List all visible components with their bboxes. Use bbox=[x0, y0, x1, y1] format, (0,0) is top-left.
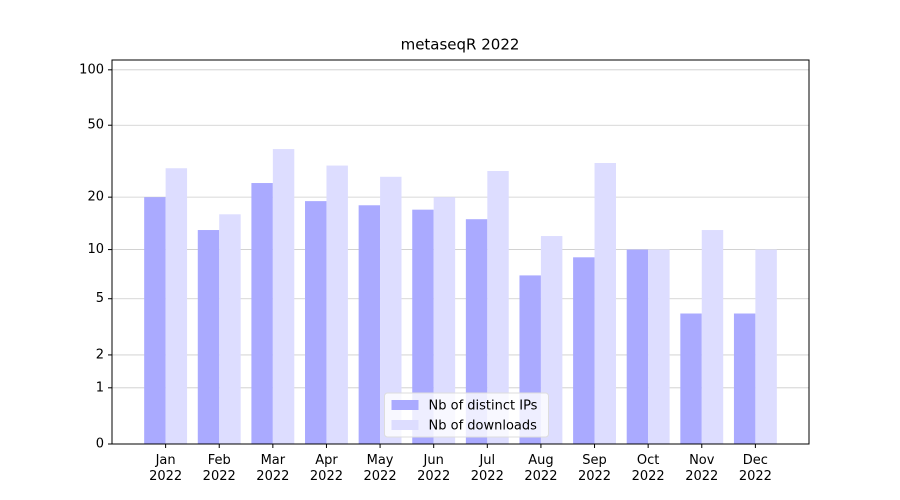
bar bbox=[573, 257, 595, 444]
legend-label: Nb of distinct IPs bbox=[429, 399, 538, 414]
bar bbox=[465, 219, 488, 444]
bar bbox=[540, 236, 563, 444]
x-tick-label: Jul 2022 bbox=[470, 453, 504, 484]
y-tick-label: 10 bbox=[87, 242, 104, 257]
x-tick-label: Apr 2022 bbox=[309, 453, 343, 484]
y-tick-label: 50 bbox=[87, 118, 104, 133]
x-tick-label: Sep 2022 bbox=[577, 453, 612, 484]
bar bbox=[197, 230, 220, 444]
x-tick-label: Mar 2022 bbox=[256, 453, 290, 484]
y-tick-label: 100 bbox=[79, 62, 104, 77]
bar bbox=[755, 249, 777, 444]
bar bbox=[305, 201, 327, 444]
bar bbox=[326, 165, 348, 445]
x-tick-label: Nov 2022 bbox=[685, 453, 719, 484]
y-tick-label: 2 bbox=[96, 347, 104, 362]
legend-label: Nb of downloads bbox=[429, 419, 538, 434]
bar bbox=[626, 249, 649, 444]
bar bbox=[433, 197, 456, 444]
bar bbox=[358, 205, 381, 444]
y-tick-label: 5 bbox=[96, 291, 104, 306]
bar bbox=[219, 214, 241, 444]
y-tick-label: 0 bbox=[96, 437, 104, 452]
bar bbox=[165, 168, 188, 444]
x-tick-label: Oct 2022 bbox=[631, 453, 665, 484]
bar bbox=[412, 209, 434, 444]
bar bbox=[648, 249, 670, 444]
bar bbox=[144, 197, 166, 444]
legend-swatch bbox=[391, 420, 419, 430]
x-tick-label: Jun 2022 bbox=[417, 453, 451, 484]
bar bbox=[380, 176, 402, 444]
chart-title: metaseqR 2022 bbox=[401, 36, 520, 54]
legend-swatch bbox=[391, 400, 419, 410]
legend-box bbox=[384, 392, 549, 438]
y-tick-label: 20 bbox=[87, 190, 104, 205]
bar bbox=[487, 170, 509, 444]
y-tick-label: 1 bbox=[96, 380, 104, 395]
bar bbox=[701, 230, 724, 444]
bar bbox=[272, 149, 295, 444]
x-tick-label: Aug 2022 bbox=[524, 453, 558, 484]
bar bbox=[594, 163, 616, 444]
bar bbox=[733, 313, 756, 444]
bar bbox=[680, 313, 702, 444]
plot-frame bbox=[111, 59, 810, 445]
x-tick-label: Dec 2022 bbox=[738, 453, 772, 484]
bar bbox=[251, 183, 273, 445]
x-tick-label: May 2022 bbox=[363, 453, 397, 484]
x-tick-label: Feb 2022 bbox=[202, 453, 236, 484]
x-tick-label: Jan 2022 bbox=[149, 453, 183, 484]
